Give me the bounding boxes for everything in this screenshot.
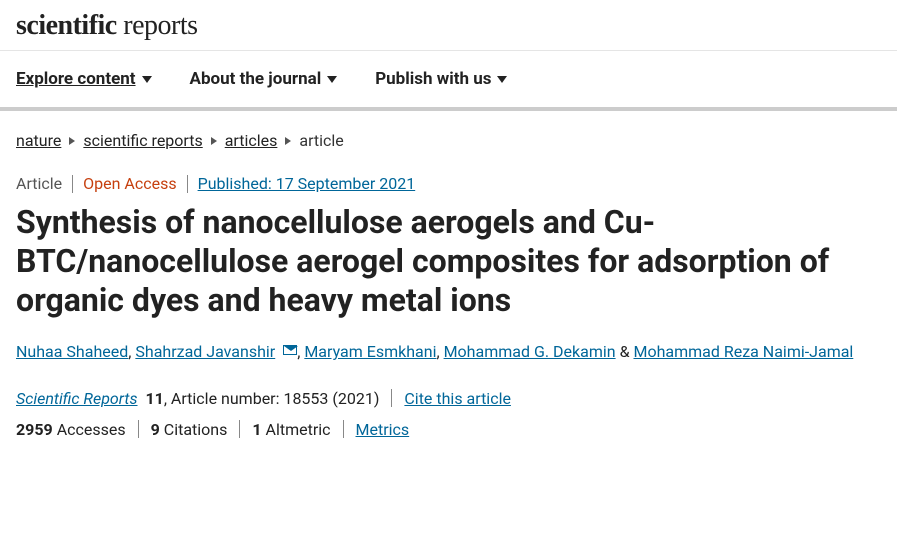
nav-about-label: About the journal (190, 69, 322, 89)
mail-icon[interactable] (283, 345, 297, 355)
crumb-nature[interactable]: nature (16, 131, 61, 150)
chevron-down-icon (497, 76, 507, 83)
author-list: Nuhaa Shaheed, Shahrzad Javanshir , Mary… (0, 330, 897, 371)
brand-first: scientific (16, 10, 117, 41)
author-link[interactable]: Maryam Esmkhani (304, 342, 436, 361)
author-link[interactable]: Shahrzad Javanshir (135, 342, 275, 361)
brand-logo[interactable]: scientific reports (0, 0, 897, 51)
citation-line: Scientific Reports 11, Article number: 1… (0, 371, 897, 414)
accesses-count: 2959 (16, 420, 53, 439)
journal-link[interactable]: Scientific Reports (16, 389, 138, 408)
article-title: Synthesis of nanocellulose aerogels and … (0, 197, 860, 330)
chevron-right-icon (285, 137, 291, 145)
main-nav: Explore content About the journal Publis… (0, 51, 897, 111)
author-link[interactable]: Mohammad Reza Naimi-Jamal (633, 342, 853, 361)
article-type: Article (16, 174, 62, 193)
separator (138, 420, 139, 438)
separator (72, 175, 73, 193)
separator (187, 175, 188, 193)
separator (343, 420, 344, 438)
nav-publish[interactable]: Publish with us (375, 69, 507, 89)
author-link[interactable]: Mohammad G. Dekamin (444, 342, 616, 361)
breadcrumb: nature scientific reports articles artic… (0, 111, 897, 164)
cite-article-link[interactable]: Cite this article (404, 389, 511, 408)
article-number: , Article number: 18553 (2021) (164, 389, 380, 408)
altmetric-count: 1 (252, 420, 261, 439)
chevron-right-icon (211, 137, 217, 145)
separator (391, 389, 392, 407)
author-link[interactable]: Nuhaa Shaheed (16, 342, 128, 361)
nav-about[interactable]: About the journal (190, 69, 338, 89)
chevron-down-icon (327, 76, 337, 83)
nav-explore[interactable]: Explore content (16, 69, 152, 89)
citations-count: 9 (151, 420, 160, 439)
citations-label: Citations (164, 420, 228, 439)
crumb-journal[interactable]: scientific reports (83, 131, 202, 150)
crumb-articles[interactable]: articles (225, 131, 278, 150)
brand-second: reports (123, 10, 197, 41)
chevron-down-icon (142, 76, 152, 83)
accesses-label: Accesses (57, 420, 126, 439)
metrics-link[interactable]: Metrics (356, 420, 410, 439)
article-stats: 2959 Accesses 9 Citations 1 Altmetric Me… (0, 414, 897, 453)
open-access-badge: Open Access (83, 174, 176, 193)
chevron-right-icon (69, 137, 75, 145)
volume: 11 (145, 389, 163, 408)
article-meta: Article Open Access Published: 17 Septem… (0, 164, 897, 197)
altmetric-label: Altmetric (266, 420, 331, 439)
crumb-current: article (299, 131, 343, 150)
published-date-link[interactable]: Published: 17 September 2021 (198, 174, 416, 193)
nav-explore-label: Explore content (16, 69, 136, 89)
separator (239, 420, 240, 438)
nav-publish-label: Publish with us (375, 69, 491, 89)
